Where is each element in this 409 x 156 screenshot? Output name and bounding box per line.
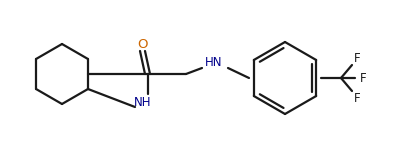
Text: NH: NH <box>134 95 152 109</box>
Text: F: F <box>360 71 366 85</box>
Text: F: F <box>354 92 360 105</box>
Text: F: F <box>354 51 360 64</box>
Text: O: O <box>138 37 148 51</box>
Text: HN: HN <box>205 56 223 68</box>
